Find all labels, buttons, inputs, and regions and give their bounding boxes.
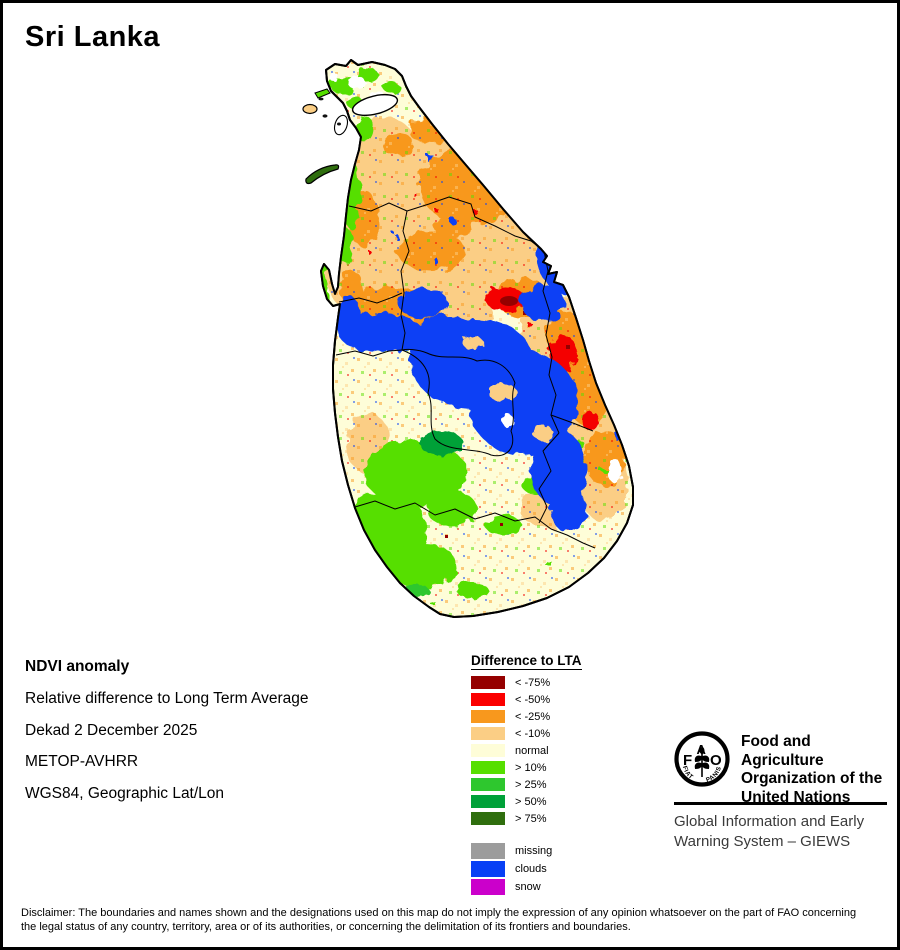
svg-text:F: F (683, 752, 692, 769)
legend-label: < -10% (515, 727, 551, 740)
legend-swatch (471, 843, 505, 859)
legend-item: clouds (471, 861, 661, 877)
svg-text:O: O (710, 752, 722, 769)
disclaimer-text: Disclaimer: The boundaries and names sho… (21, 907, 857, 933)
giews-line: Warning System – GIEWS (674, 833, 851, 850)
legend-swatch (471, 879, 505, 895)
info-line-product: Relative difference to Long Term Average (25, 690, 309, 707)
fao-logo-icon: F A O FIAT PANIS (674, 731, 730, 787)
district-boundaries (335, 196, 596, 549)
legend-swatch (471, 861, 505, 877)
legend-swatch (471, 710, 505, 723)
legend-item: < -10% (471, 727, 661, 740)
ndvi-anomaly-map (302, 59, 634, 618)
legend-item: snow (471, 879, 661, 895)
legend-item: normal (471, 744, 661, 757)
legend-item: > 75% (471, 812, 661, 825)
lagoon (333, 93, 399, 136)
mannar-island (305, 164, 340, 185)
info-line-sensor: METOP-AVHRR (25, 753, 139, 770)
legend-swatch (471, 744, 505, 757)
legend-swatch (471, 676, 505, 689)
legend-swatch (471, 778, 505, 791)
wheat-ear-icon (694, 747, 710, 777)
info-line-projection: WGS84, Geographic Lat/Lon (25, 784, 225, 802)
fao-org-line: Food and Agriculture (741, 733, 824, 769)
legend-item: < -25% (471, 710, 661, 723)
legend-item: < -50% (471, 693, 661, 706)
legend-label: < -25% (515, 710, 551, 723)
fao-org-line: Organization of the (741, 770, 883, 787)
legend-label: normal (515, 744, 549, 757)
giews-name: Global Information and Early Warning Sys… (674, 812, 864, 852)
fao-divider (674, 802, 887, 805)
fao-org-line: United Nations (741, 788, 851, 806)
legend-item: < -75% (471, 676, 661, 689)
legend-item: > 10% (471, 761, 661, 774)
legend-extra-group: missing clouds snow (471, 843, 661, 895)
legend: Difference to LTA < -75% < -50% < -25% <… (471, 652, 661, 897)
legend-title: Difference to LTA (471, 653, 582, 670)
giews-line: Global Information and Early (674, 813, 865, 830)
legend-swatch (471, 812, 505, 825)
legend-item: > 25% (471, 778, 661, 791)
legend-swatch (471, 693, 505, 706)
legend-label: < -75% (515, 676, 551, 689)
legend-swatch (471, 795, 505, 808)
info-heading: NDVI anomaly (25, 658, 130, 675)
legend-label: > 10% (515, 761, 547, 774)
legend-label: > 75% (515, 812, 547, 825)
info-line-dekad: Dekad 2 December 2025 (25, 721, 198, 739)
legend-label: < -50% (515, 693, 551, 706)
fao-org-name: Food and Agriculture Organization of the… (741, 733, 891, 807)
legend-label: snow (515, 881, 541, 893)
islets (302, 88, 341, 185)
legend-label: missing (515, 845, 553, 857)
legend-label: > 50% (515, 795, 547, 808)
legend-item: missing (471, 843, 661, 859)
legend-label: > 25% (515, 778, 547, 791)
page-title: Sri Lanka (25, 21, 161, 53)
legend-swatch (471, 761, 505, 774)
raster-cloud-holes (463, 336, 553, 441)
legend-swatch (471, 727, 505, 740)
legend-item: > 50% (471, 795, 661, 808)
legend-label: clouds (515, 863, 547, 875)
map-info-block: NDVI anomaly Relative difference to Long… (25, 658, 309, 816)
